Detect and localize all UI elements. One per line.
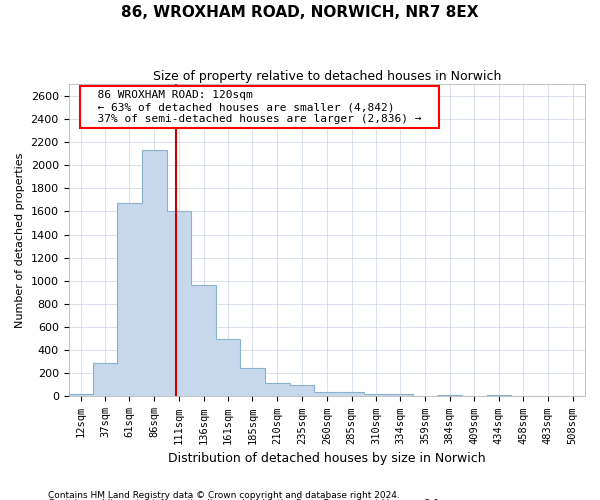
Text: 86 WROXHAM ROAD: 120sqm  
  ← 63% of detached houses are smaller (4,842)  
  37%: 86 WROXHAM ROAD: 120sqm ← 63% of detache… — [84, 90, 435, 124]
Title: Size of property relative to detached houses in Norwich: Size of property relative to detached ho… — [152, 70, 501, 83]
Y-axis label: Number of detached properties: Number of detached properties — [15, 152, 25, 328]
Text: Contains public sector information licensed under the Open Government Licence v3: Contains public sector information licen… — [48, 499, 442, 500]
X-axis label: Distribution of detached houses by size in Norwich: Distribution of detached houses by size … — [168, 452, 485, 465]
Text: 86, WROXHAM ROAD, NORWICH, NR7 8EX: 86, WROXHAM ROAD, NORWICH, NR7 8EX — [121, 5, 479, 20]
Text: Contains HM Land Registry data © Crown copyright and database right 2024.: Contains HM Land Registry data © Crown c… — [48, 490, 400, 500]
